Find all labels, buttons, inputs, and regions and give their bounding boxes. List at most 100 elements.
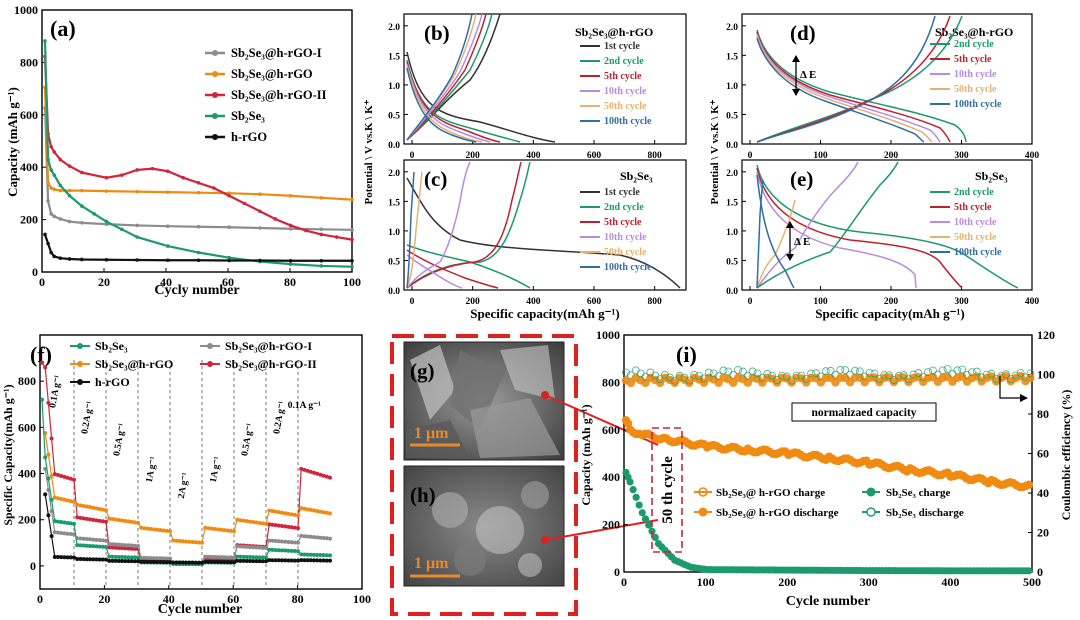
- c-xtick-label-4: 800: [648, 297, 663, 307]
- f-point-1-11: [78, 503, 83, 508]
- b-5th-discharge: [406, 13, 487, 141]
- f-point-3-4: [52, 519, 57, 524]
- f-point-0-16: [91, 517, 96, 522]
- f-point-3-21: [107, 554, 112, 559]
- panel-i-legend: Sb₂Se₃@ h-rGO charge Sb₂Se₃ charge Sb₂Se…: [694, 487, 964, 519]
- e-ytick-label-0: 0.0: [726, 287, 738, 297]
- f-point-0-19: [100, 519, 105, 524]
- f-point-4-36: [158, 560, 163, 565]
- legend-f-rgo1: Sb₂Se₃@h-rGO-I: [225, 339, 312, 353]
- f-point-2-56: [222, 555, 227, 560]
- f-point-3-8: [65, 520, 70, 525]
- a-point-4-7: [104, 257, 109, 262]
- panel-b-yticks: 0.0 0.5 1.0 1.5 2.0: [388, 23, 408, 151]
- panel-f-rate-labels: 0.1A g⁻¹0.2A g⁻¹0.5A g⁻¹1A g⁻¹2A g⁻¹1A g…: [48, 374, 321, 499]
- f-series-line-4: [44, 494, 331, 564]
- panel-c-xlabel: Specific capacity(mAh g⁻¹): [470, 306, 619, 321]
- f-point-4-3: [52, 554, 57, 559]
- i-xtick-label-3: 300: [860, 575, 878, 589]
- f-point-1-89: [328, 511, 332, 516]
- f-point-0-6: [59, 473, 64, 478]
- f-point-2-20: [107, 541, 112, 546]
- f-point-0-9: [68, 476, 73, 481]
- a-point-4-11: [227, 258, 231, 263]
- i-ce-sb-point-390: [938, 366, 947, 375]
- f-point-1-19: [104, 508, 108, 513]
- panel-d-frame: [741, 13, 1033, 145]
- f-point-2-79: [296, 540, 300, 545]
- f-point-4-20: [107, 558, 112, 563]
- f-point-3-61: [235, 554, 240, 559]
- b-xtick-label-4: 800: [648, 151, 663, 161]
- f-point-1-1: [46, 452, 51, 457]
- f-point-1-12: [81, 503, 86, 508]
- i-ce-sb-point-396: [943, 365, 952, 373]
- f-point-4-88: [324, 558, 329, 563]
- f-point-0-85: [312, 470, 316, 475]
- f-point-3-24: [116, 554, 121, 559]
- f-point-3-70: [264, 555, 268, 560]
- i-ce-sb-point-162: [753, 369, 762, 378]
- f-point-1-23: [116, 517, 121, 522]
- f-point-4-9: [72, 555, 76, 560]
- c-ytick-label-3: 1.5: [388, 198, 400, 208]
- e-ytick-label-3: 1.5: [726, 198, 738, 208]
- panel-d-title: Sb₂Se₃@h-rGO: [935, 25, 1013, 39]
- f-ytick-label-1: 200: [18, 513, 36, 527]
- f-point-2-17: [97, 538, 102, 543]
- f-xtick-label-4: 80: [292, 592, 304, 606]
- i-ytick-label-3: 600: [602, 423, 620, 437]
- c-5th-discharge: [406, 249, 499, 289]
- e-delta-arrowhead-bottom: [786, 254, 794, 261]
- d-xtick-label-4: 400: [1025, 151, 1040, 161]
- f-point-3-22: [110, 554, 115, 559]
- a-point-2-13: [196, 181, 201, 185]
- a-point-3-7: [92, 212, 96, 216]
- f-point-4-62: [241, 558, 246, 563]
- f-point-1-68: [260, 521, 265, 526]
- f-point-2-87: [321, 535, 326, 540]
- f-point-3-3: [49, 497, 54, 502]
- f-point-4-76: [286, 558, 291, 563]
- f-point-1-76: [286, 511, 291, 516]
- f-point-3-63: [241, 554, 246, 559]
- panel-f-label: (f): [30, 342, 52, 367]
- f-point-3-13: [81, 543, 86, 548]
- f-point-2-76: [286, 540, 291, 545]
- f-point-1-33: [148, 526, 153, 531]
- i-ce-sb-point-180: [768, 371, 777, 380]
- f-point-4-2: [49, 534, 54, 539]
- panel-f-yticks: 0 200 400 600 800: [18, 374, 44, 573]
- a-point-4-2: [49, 250, 53, 255]
- f-point-1-51: [206, 526, 211, 531]
- f-point-3-90: [328, 553, 332, 558]
- f-ytick-label-4: 800: [18, 374, 36, 388]
- f-point-4-41: [174, 560, 179, 565]
- panel-i-y2label: Coulombic efficiency (%): [1059, 390, 1073, 521]
- f-point-2-19: [104, 538, 108, 543]
- f-point-3-77: [286, 548, 291, 553]
- panel-de-ylabel: Potential \ V vs.K \ K⁺: [709, 99, 721, 204]
- f-point-3-88: [321, 553, 326, 558]
- i-ce-sb-point-264: [836, 366, 845, 374]
- panel-e-legend: 2nd cycle 5th cycle 10th cycle 50th cycl…: [930, 187, 1002, 258]
- a-point-0-3: [52, 214, 57, 219]
- f-point-4-59: [232, 560, 236, 565]
- c-xtick-label-3: 600: [587, 297, 602, 307]
- f-rate-label-8: 0.1A g⁻¹: [288, 401, 321, 411]
- a-point-1-2: [49, 186, 53, 190]
- a-point-1-9: [166, 190, 170, 194]
- f-point-0-77: [286, 524, 291, 529]
- i-ce-sb-point-102: [704, 368, 713, 377]
- i-cap-point-1-5: [635, 501, 643, 509]
- b-xtick-label-2: 400: [526, 151, 541, 161]
- legend-i-sb-discharge: Sb₂Se₃ discharge: [886, 507, 964, 519]
- f-point-4-33: [148, 559, 153, 564]
- a-point-3-12: [196, 250, 201, 255]
- f-point-1-2: [49, 474, 54, 479]
- panel-b-title: Sb₂Se₃@h-rGO: [575, 25, 653, 39]
- f-point-0-78: [289, 525, 294, 530]
- f-point-3-62: [238, 554, 243, 559]
- a-point-2-5: [67, 164, 72, 168]
- f-xtick-label-3: 60: [227, 592, 239, 606]
